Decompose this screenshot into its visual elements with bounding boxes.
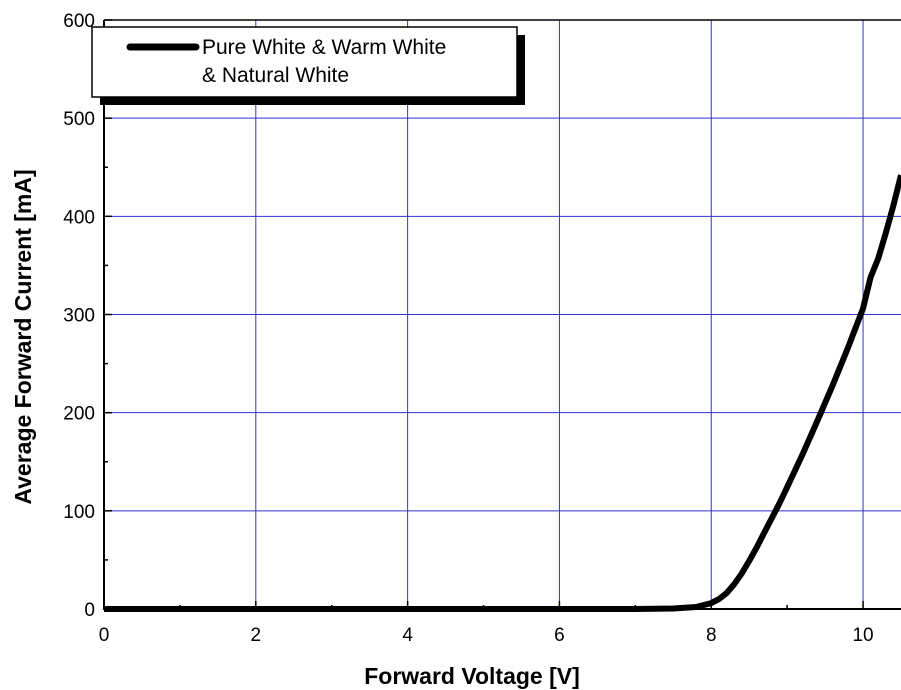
series-layer [104, 174, 901, 612]
y-tick-label: 400 [63, 207, 95, 228]
legend-label-line: Pure White & Warm White [202, 36, 446, 59]
x-axis-title: Forward Voltage [V] [364, 663, 580, 689]
y-tick-label: 300 [63, 306, 95, 327]
x-tick-label: 2 [251, 625, 262, 646]
legend-box [91, 26, 518, 98]
y-tick-label: 200 [63, 404, 95, 425]
y-tick-label: 100 [63, 502, 95, 523]
x-tick-label: 0 [99, 625, 110, 646]
x-tick-label: 8 [706, 625, 717, 646]
y-tick-label: 600 [63, 11, 95, 32]
y-tick-label: 500 [63, 109, 95, 130]
legend-label-line: & Natural White [202, 64, 349, 87]
y-tick-label: 0 [84, 600, 95, 621]
grid [104, 19, 901, 609]
legend-label: Pure White & Warm White & Natural White [202, 36, 446, 87]
x-tick-label: 6 [554, 625, 565, 646]
x-tick-label: 4 [402, 625, 413, 646]
x-tick-label: 10 [852, 625, 873, 646]
legend: Pure White & Warm White & Natural White [91, 26, 525, 105]
series-line [104, 174, 901, 612]
y-axis-title: Average Forward Current [mA] [10, 169, 36, 504]
